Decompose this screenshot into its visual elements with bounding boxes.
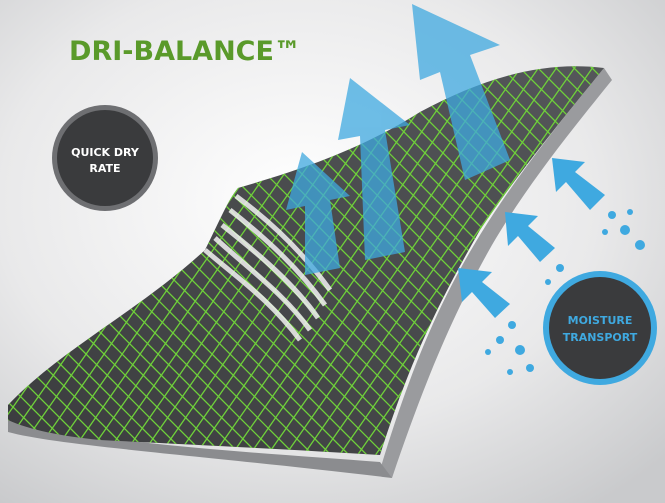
mesh-line [8, 66, 215, 455]
streak [234, 193, 333, 292]
droplet [496, 336, 504, 344]
arrow [552, 158, 605, 210]
droplet [485, 349, 491, 355]
droplet [627, 209, 633, 215]
arrow [505, 212, 555, 262]
mesh-line [8, 66, 107, 455]
arrow [338, 78, 410, 260]
mesh-line [8, 66, 179, 455]
mesh-line [8, 66, 251, 455]
mesh-line [487, 66, 604, 455]
badge [549, 277, 651, 379]
droplet [508, 321, 516, 329]
droplet [608, 211, 616, 219]
mesh-line [8, 66, 161, 455]
streak [203, 248, 302, 342]
fabric-edge [8, 420, 392, 478]
mesh-line [253, 66, 604, 455]
mesh-line [505, 66, 604, 455]
mesh-line [271, 66, 604, 455]
mesh-line [8, 66, 233, 455]
vapor-arrows [286, 4, 510, 275]
droplet [556, 264, 564, 272]
badge-text: QUICK DRY [71, 146, 140, 159]
streak [228, 208, 328, 307]
mesh-line [415, 66, 604, 455]
mesh-line [289, 66, 604, 455]
arrow [458, 268, 510, 318]
droplet [602, 229, 608, 235]
mesh-line [469, 66, 604, 455]
droplet [526, 364, 534, 372]
arrow [412, 4, 510, 180]
mesh-line [451, 66, 604, 455]
badge [57, 110, 153, 206]
badge-text: RATE [89, 162, 120, 175]
droplet [507, 369, 513, 375]
droplet [515, 345, 525, 355]
droplet [620, 225, 630, 235]
mesh-line [8, 66, 143, 455]
droplet [545, 279, 551, 285]
mesh-line [8, 66, 125, 455]
mesh-line [433, 66, 604, 455]
streak [220, 223, 321, 320]
badge-text: TRANSPORT [563, 331, 638, 344]
badge-text: MOISTURE [568, 314, 633, 327]
droplet [635, 240, 645, 250]
arrow [286, 152, 350, 275]
mesh-line [235, 66, 587, 455]
streak [213, 236, 313, 332]
mesh-line [8, 66, 197, 455]
title: DRI-BALANCE™ [69, 36, 301, 67]
fiber-streaks [203, 193, 333, 342]
fabric-edge [380, 68, 612, 478]
